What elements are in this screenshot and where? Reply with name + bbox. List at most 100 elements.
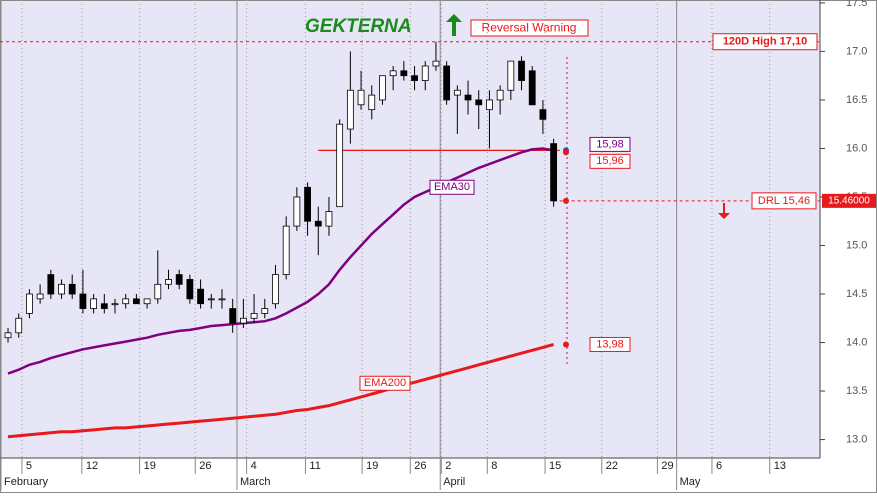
x-tick-label: 15 <box>549 460 561 472</box>
candle-body <box>475 99 483 106</box>
candle-body <box>368 94 376 111</box>
ema-label-box <box>429 179 475 195</box>
drl-dot <box>563 197 569 204</box>
x-tick-label: 4 <box>251 460 257 472</box>
month-label: April <box>443 476 465 488</box>
x-tick-label: 19 <box>366 460 378 472</box>
x-tick-label: 12 <box>86 460 98 472</box>
x-tick-label: 26 <box>199 460 211 472</box>
candle-body <box>357 89 365 106</box>
candle-body <box>261 308 269 314</box>
candle-body <box>379 75 386 101</box>
y-tick-label: 17.5 <box>846 0 867 9</box>
x-tick-label: 5 <box>26 460 32 472</box>
end-label: 15,96 <box>596 155 624 167</box>
candle-body <box>68 283 76 295</box>
candle-body <box>47 274 55 295</box>
y-tick-label: 17.0 <box>846 45 867 57</box>
end-label-box <box>589 153 631 169</box>
candle-body <box>432 60 440 67</box>
candle-body <box>207 298 215 301</box>
x-tick-label: 22 <box>606 460 618 472</box>
x-tick-label: 8 <box>491 460 497 472</box>
candle-body <box>15 317 23 334</box>
x-tick-label: 13 <box>774 460 786 472</box>
candle-body <box>421 65 429 81</box>
candle-body <box>218 298 226 301</box>
month-label: May <box>680 476 701 488</box>
candle-body <box>539 109 547 120</box>
end-dot <box>563 149 569 156</box>
signal-box <box>470 19 589 37</box>
end-label-box <box>589 336 631 352</box>
end-label: 13,98 <box>596 338 624 350</box>
candle-body <box>507 60 515 91</box>
high-level-box <box>712 33 818 51</box>
y-tick-label: 16.5 <box>846 94 867 106</box>
y-tick-label: 15.0 <box>846 239 867 251</box>
ema-label-box <box>359 375 411 391</box>
candle-body <box>36 293 44 300</box>
candle-body <box>175 274 183 285</box>
candle-body <box>293 196 301 227</box>
candle-body <box>239 317 247 324</box>
candle-body <box>90 298 98 309</box>
candle-body <box>411 75 418 81</box>
candle-body <box>486 99 493 111</box>
price-tag-box <box>822 193 876 208</box>
candle-body <box>400 70 408 77</box>
candle-body <box>272 274 279 305</box>
ema-label: EMA200 <box>364 377 406 389</box>
candle-body <box>282 225 290 276</box>
candle-body <box>165 279 172 285</box>
x-tick-label: 29 <box>661 460 673 472</box>
signal: Reversal Warning <box>482 21 577 35</box>
candle-body <box>336 123 344 208</box>
candle-body <box>550 143 558 202</box>
month-label: February <box>4 476 49 488</box>
down-arrow <box>718 203 730 219</box>
end-label: 15,98 <box>596 138 624 150</box>
x-tick-label: 6 <box>716 460 722 472</box>
ema-line <box>7 147 554 375</box>
candle-body <box>58 283 65 295</box>
x-tick-label: 11 <box>309 460 320 472</box>
drl-box <box>751 192 817 210</box>
candle-body <box>111 303 119 306</box>
candle-body <box>496 89 504 101</box>
candle-body <box>389 70 397 77</box>
end-label-box <box>589 136 631 152</box>
candle-body <box>26 293 33 314</box>
candle-body <box>132 298 140 305</box>
candle-body <box>304 186 311 222</box>
candle-body <box>528 70 536 106</box>
candle-body <box>186 279 194 300</box>
candle-body <box>154 283 162 300</box>
x-tick-label: 19 <box>144 460 156 472</box>
price-tag: 15.46000 <box>828 196 870 207</box>
candle-body <box>4 332 12 339</box>
candle-body <box>325 211 333 227</box>
candle-body <box>518 60 525 81</box>
x-tick-label: 2 <box>445 460 451 472</box>
end-dot <box>563 341 569 348</box>
candle-body <box>314 220 322 227</box>
up-arrow <box>446 14 462 36</box>
candle-body <box>443 65 451 101</box>
ema-line <box>7 343 554 439</box>
candle-body <box>464 94 472 101</box>
ema-label: EMA30 <box>434 181 470 193</box>
drl-label: DRL 15,46 <box>758 195 810 207</box>
candle-body <box>122 298 130 305</box>
candle-body <box>143 298 151 305</box>
candle-body <box>250 313 258 319</box>
month-label: March <box>240 476 271 488</box>
candle-body <box>346 89 354 130</box>
candle-body <box>453 89 461 96</box>
candle-body <box>229 308 237 324</box>
candle-body <box>100 303 108 309</box>
y-tick-label: 13.0 <box>846 433 867 445</box>
candle-body <box>79 293 87 309</box>
candle-body <box>197 288 204 305</box>
x-tick-label: 26 <box>414 460 426 472</box>
